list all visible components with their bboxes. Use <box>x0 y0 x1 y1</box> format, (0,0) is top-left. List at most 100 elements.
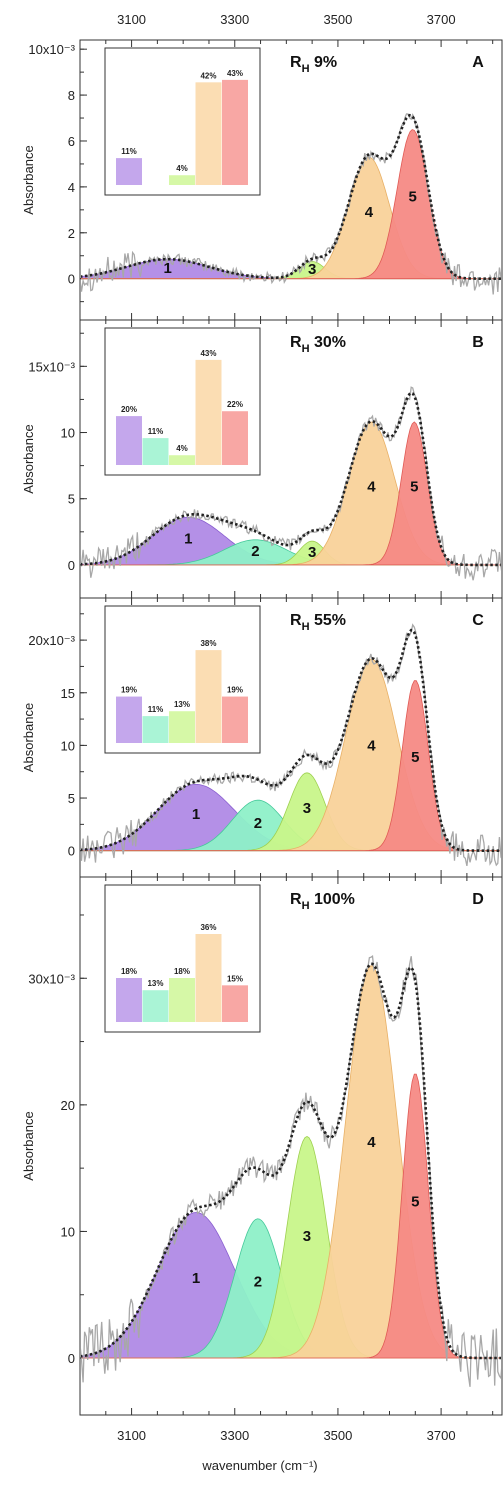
panel-title: RH 100% <box>290 891 355 912</box>
inset-bar-4 <box>195 359 222 465</box>
inset-bar-label: 22% <box>227 400 243 409</box>
inset-bar-label: 38% <box>200 639 216 648</box>
y-tick-label: 15x10⁻³ <box>28 359 75 374</box>
y-tick-label: 10 <box>61 738 75 753</box>
band-4-label: 4 <box>365 204 374 221</box>
panel-title: RH 9% <box>290 54 337 75</box>
band-5-label: 5 <box>410 478 418 495</box>
band-4-label: 4 <box>367 1134 376 1151</box>
y-tick-label: 6 <box>68 134 75 149</box>
panel-title: RH 55% <box>290 612 346 633</box>
inset-bar-label: 4% <box>176 164 188 173</box>
fit-sum-line <box>81 962 501 1360</box>
y-tick-label: 0 <box>68 558 75 573</box>
top-x-tick-label: 3500 <box>323 12 352 27</box>
y-tick-label: 15 <box>61 686 75 701</box>
inset-bar-label: 42% <box>200 71 216 80</box>
inset-bar-1 <box>116 416 142 465</box>
inset-bar-3 <box>169 978 195 1022</box>
y-axis-label: Absorbance <box>21 424 36 493</box>
y-tick-label: 8 <box>68 88 75 103</box>
inset-bar-label: 13% <box>174 700 190 709</box>
inset-bar-2 <box>142 716 169 743</box>
inset-bar-label: 11% <box>148 427 164 436</box>
y-tick-label: 4 <box>68 180 75 195</box>
inset-bar-5 <box>222 696 248 743</box>
band-3-label: 3 <box>303 1228 311 1245</box>
inset-bar-4 <box>195 82 222 185</box>
top-x-tick-label: 3300 <box>220 12 249 27</box>
y-tick-label: 20x10⁻³ <box>28 633 75 648</box>
panel-frame <box>79 876 503 1416</box>
inset-bar-label: 19% <box>227 686 243 695</box>
inset-bar-5 <box>222 411 248 465</box>
inset-bar-5 <box>222 79 248 185</box>
plot-area <box>81 113 501 295</box>
band-3-label: 3 <box>308 261 316 278</box>
fit-sum-line <box>81 628 501 852</box>
top-x-tick-label: 3700 <box>427 12 456 27</box>
inset-bar-4 <box>195 650 222 743</box>
inset-bar-5 <box>222 985 248 1022</box>
band-2-label: 2 <box>251 543 259 560</box>
band-5-label: 5 <box>411 749 419 766</box>
band-4-label: 4 <box>367 737 376 754</box>
band-1-label: 1 <box>184 531 192 548</box>
band-1-label: 1 <box>192 806 200 823</box>
y-axis-label: Absorbance <box>21 145 36 214</box>
band-5-area <box>81 1073 501 1359</box>
inset-bar-2 <box>142 438 169 465</box>
panel-D: 0 10 20 30x10⁻³ Absorbance 1 2 3 4 5 RH 100% D 18% 13… <box>21 876 503 1416</box>
inset-bar-label: 36% <box>200 923 216 932</box>
y-tick-label: 10 <box>61 426 75 441</box>
y-tick-label: 5 <box>68 492 75 507</box>
inset-bar-label: 19% <box>121 686 137 695</box>
inset-bar-4 <box>195 934 222 1022</box>
inset-bar-3 <box>169 455 195 465</box>
inset-bar-label: 15% <box>227 974 243 983</box>
x-axis-label: wavenumber (cm⁻¹) <box>201 1458 317 1473</box>
y-tick-label: 0 <box>68 1351 75 1366</box>
panel-letter: A <box>472 54 484 71</box>
band-5-area <box>81 129 501 280</box>
y-tick-label: 10 <box>61 1224 75 1239</box>
panel-C: 0 5 10 15 20x10⁻³ Absorbance 1 2 3 4 5 RH 55% C 19% 11… <box>21 597 503 878</box>
inset-bar-label: 11% <box>121 147 137 156</box>
panel-letter: C <box>472 612 484 629</box>
bottom-x-tick-label: 3300 <box>220 1428 249 1443</box>
y-tick-label: 10x10⁻³ <box>28 42 75 57</box>
inset-bar-3 <box>169 175 195 185</box>
inset-bar-label: 20% <box>121 405 137 414</box>
plot-area <box>81 623 501 867</box>
band-1-label: 1 <box>164 260 172 277</box>
panel-letter: B <box>472 334 484 351</box>
y-tick-label: 0 <box>68 844 75 859</box>
inset-bar-label: 11% <box>148 705 164 714</box>
inset-bar-label: 43% <box>227 69 243 78</box>
band-1-label: 1 <box>192 1270 200 1287</box>
y-tick-label: 2 <box>68 226 75 241</box>
band-3-label: 3 <box>308 544 316 561</box>
inset-bar-1 <box>116 696 142 743</box>
panel-letter: D <box>472 891 484 908</box>
inset-bar-1 <box>116 158 142 185</box>
inset-bar-3 <box>169 711 195 743</box>
plot-area <box>81 955 501 1387</box>
y-tick-label: 20 <box>61 1098 75 1113</box>
y-tick-label: 5 <box>68 791 75 806</box>
bottom-x-tick-label: 3700 <box>427 1428 456 1443</box>
inset-bar-label: 18% <box>174 967 190 976</box>
band-2-label: 2 <box>254 1273 262 1290</box>
y-tick-label: 30x10⁻³ <box>28 971 75 986</box>
inset-bar-label: 4% <box>176 444 188 453</box>
inset-bar-2 <box>142 990 169 1022</box>
band-5-label: 5 <box>411 1193 419 1210</box>
band-4-label: 4 <box>367 478 376 495</box>
measured-spectrum-line <box>81 955 501 1387</box>
band-5-label: 5 <box>409 189 417 206</box>
y-axis-label: Absorbance <box>21 1111 36 1180</box>
band-3-label: 3 <box>303 800 311 817</box>
y-tick-label: 0 <box>68 272 75 287</box>
